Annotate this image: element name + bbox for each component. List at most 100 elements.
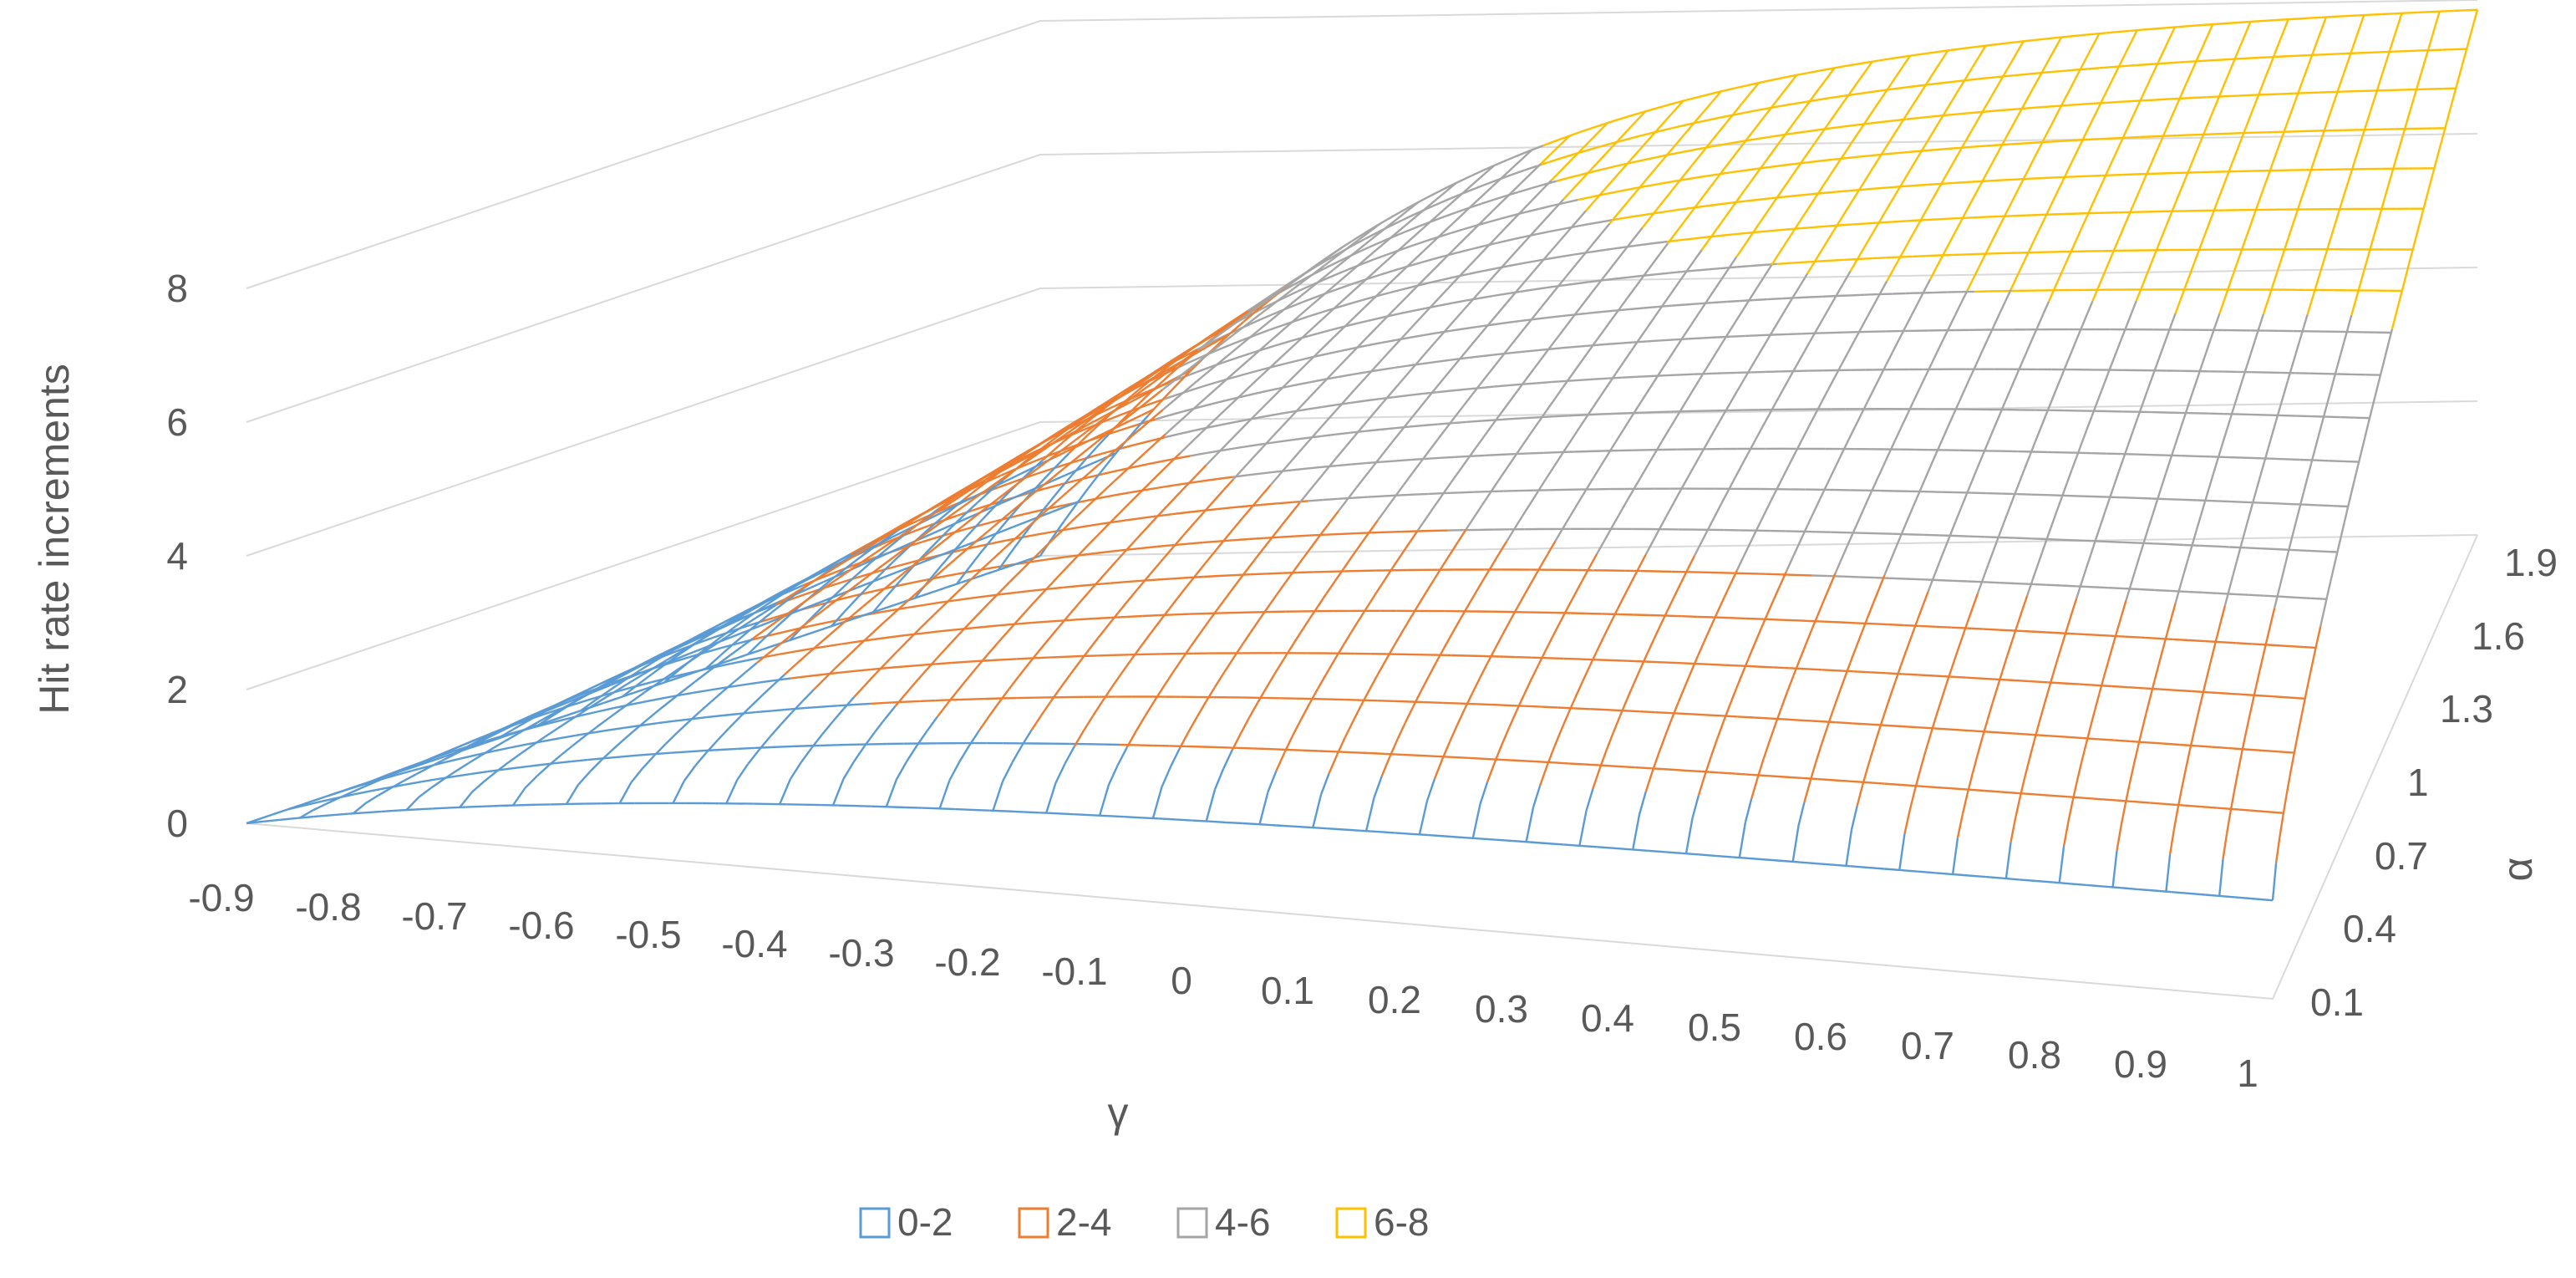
surface-segment xyxy=(2335,211,2340,224)
surface-segment xyxy=(1709,134,1717,144)
surface-segment xyxy=(1508,384,1522,385)
surface-segment xyxy=(2295,55,2308,56)
surface-segment xyxy=(1864,294,1878,295)
surface-segment xyxy=(2022,40,2034,42)
surface-segment xyxy=(1647,340,1661,341)
surface-segment xyxy=(2133,418,2138,431)
surface-segment xyxy=(2441,11,2453,12)
surface-segment xyxy=(1118,601,1128,613)
surface-segment xyxy=(1866,492,1872,506)
surface-segment xyxy=(1371,317,1385,320)
surface-segment xyxy=(2122,497,2137,498)
surface-segment xyxy=(2228,276,2233,288)
surface-segment xyxy=(1686,818,1693,853)
surface-segment xyxy=(1548,348,1562,349)
surface-segment xyxy=(2162,473,2166,486)
surface-segment xyxy=(680,659,692,668)
surface-segment xyxy=(2278,751,2294,752)
surface-segment xyxy=(1656,412,1670,413)
surface-segment xyxy=(2344,461,2359,462)
surface-segment xyxy=(2182,83,2187,94)
surface-segment xyxy=(2290,102,2294,115)
surface-segment xyxy=(843,762,853,780)
surface-segment xyxy=(1870,672,1886,673)
surface-segment xyxy=(1801,209,1808,220)
surface-segment xyxy=(2361,438,2365,452)
surface-segment xyxy=(1806,669,1821,670)
surface-segment xyxy=(2237,547,2241,561)
surface-segment xyxy=(1890,578,1906,579)
surface-segment xyxy=(1623,350,1631,362)
surface-segment xyxy=(2005,390,2011,402)
surface-segment xyxy=(1936,700,1941,717)
surface-segment xyxy=(855,670,871,671)
surface-segment xyxy=(1933,188,1939,200)
surface-segment xyxy=(1817,491,1824,505)
surface-segment xyxy=(1941,684,1946,700)
surface-segment xyxy=(2213,636,2218,652)
surface-segment xyxy=(1285,375,1295,385)
surface-segment xyxy=(2087,68,2100,69)
surface-segment xyxy=(1842,353,1848,365)
surface-segment xyxy=(2406,110,2410,123)
surface-segment xyxy=(986,594,1002,596)
surface-segment xyxy=(1937,580,1953,581)
surface-segment xyxy=(1830,333,1844,334)
surface-segment xyxy=(1204,576,1220,577)
surface-segment xyxy=(2137,64,2149,65)
surface-segment xyxy=(1926,491,1941,492)
surface-segment xyxy=(2218,447,2222,461)
surface-segment xyxy=(2241,33,2246,45)
surface-segment xyxy=(505,767,521,770)
surface-segment xyxy=(1796,575,1812,576)
surface-segment xyxy=(1867,109,1874,120)
surface-segment xyxy=(1809,297,1823,298)
surface-segment xyxy=(1265,414,1279,416)
surface-segment xyxy=(2079,213,2092,214)
surface-segment xyxy=(2348,315,2351,328)
surface-segment xyxy=(2039,72,2051,73)
surface-segment xyxy=(1949,315,1955,328)
surface-segment xyxy=(2237,643,2253,644)
surface-segment xyxy=(1745,110,1757,113)
surface-segment xyxy=(1590,709,1607,710)
surface-segment xyxy=(1149,623,1158,635)
surface-segment xyxy=(1374,776,1382,798)
surface-segment xyxy=(1671,411,1686,412)
surface-segment xyxy=(2259,187,2264,200)
surface-segment xyxy=(1215,673,1224,687)
surface-segment xyxy=(1604,528,1612,542)
surface-segment xyxy=(2264,176,2269,188)
surface-segment xyxy=(1717,721,1724,738)
surface-segment xyxy=(1373,264,1383,273)
surface-segment xyxy=(1768,298,1782,299)
surface-segment xyxy=(814,679,825,690)
surface-segment xyxy=(1109,765,1118,785)
surface-segment xyxy=(2152,455,2167,456)
surface-segment xyxy=(2308,302,2312,315)
surface-segment xyxy=(1661,339,1675,340)
surface-segment xyxy=(1339,500,1348,512)
surface-segment xyxy=(2260,654,2264,670)
surface-segment xyxy=(1084,715,1093,731)
surface-segment xyxy=(1999,523,2004,537)
surface-segment xyxy=(2152,499,2167,500)
surface-segment xyxy=(1409,362,1418,373)
surface-segment xyxy=(1965,79,1978,81)
surface-segment xyxy=(1501,215,1514,218)
surface-segment xyxy=(2436,12,2439,24)
surface-segment xyxy=(1218,477,1233,479)
surface-segment xyxy=(2171,446,2175,459)
surface-segment xyxy=(1783,465,1790,477)
surface-segment xyxy=(1118,747,1127,765)
surface-segment xyxy=(2047,525,2052,539)
surface-segment xyxy=(1531,422,1539,434)
surface-segment xyxy=(1546,209,1555,219)
surface-segment xyxy=(1352,372,1366,374)
surface-segment xyxy=(2261,548,2276,549)
surface-segment xyxy=(885,706,896,719)
surface-segment xyxy=(1313,572,1329,573)
surface-segment xyxy=(695,752,706,766)
